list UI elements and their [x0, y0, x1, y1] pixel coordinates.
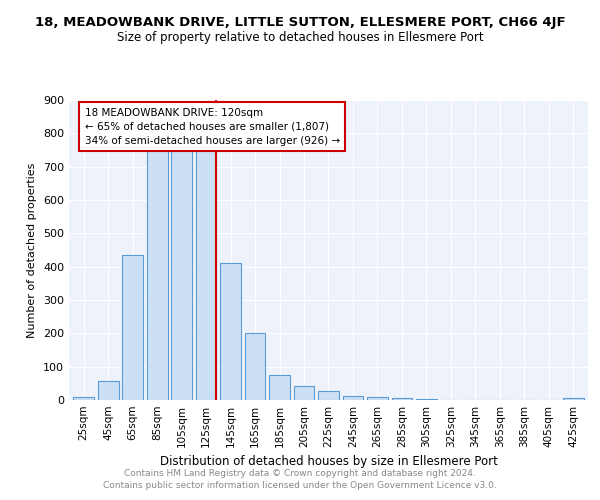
- Bar: [293, 386, 314, 400]
- Bar: [122, 255, 143, 400]
- Bar: [343, 396, 364, 400]
- Bar: [220, 264, 241, 400]
- Bar: [73, 396, 94, 400]
- Bar: [245, 334, 265, 400]
- Bar: [318, 392, 339, 400]
- Bar: [392, 398, 412, 400]
- Bar: [171, 150, 192, 400]
- Text: Contains public sector information licensed under the Open Government Licence v3: Contains public sector information licen…: [103, 482, 497, 490]
- Bar: [367, 398, 388, 400]
- Bar: [196, 150, 217, 400]
- Bar: [269, 375, 290, 400]
- Bar: [98, 380, 119, 400]
- Bar: [147, 150, 167, 400]
- Text: Size of property relative to detached houses in Ellesmere Port: Size of property relative to detached ho…: [116, 31, 484, 44]
- Y-axis label: Number of detached properties: Number of detached properties: [28, 162, 37, 338]
- Bar: [563, 398, 584, 400]
- X-axis label: Distribution of detached houses by size in Ellesmere Port: Distribution of detached houses by size …: [160, 456, 497, 468]
- Text: 18, MEADOWBANK DRIVE, LITTLE SUTTON, ELLESMERE PORT, CH66 4JF: 18, MEADOWBANK DRIVE, LITTLE SUTTON, ELL…: [35, 16, 565, 29]
- Text: Contains HM Land Registry data © Crown copyright and database right 2024.: Contains HM Land Registry data © Crown c…: [124, 470, 476, 478]
- Text: 18 MEADOWBANK DRIVE: 120sqm
← 65% of detached houses are smaller (1,807)
34% of : 18 MEADOWBANK DRIVE: 120sqm ← 65% of det…: [85, 108, 340, 146]
